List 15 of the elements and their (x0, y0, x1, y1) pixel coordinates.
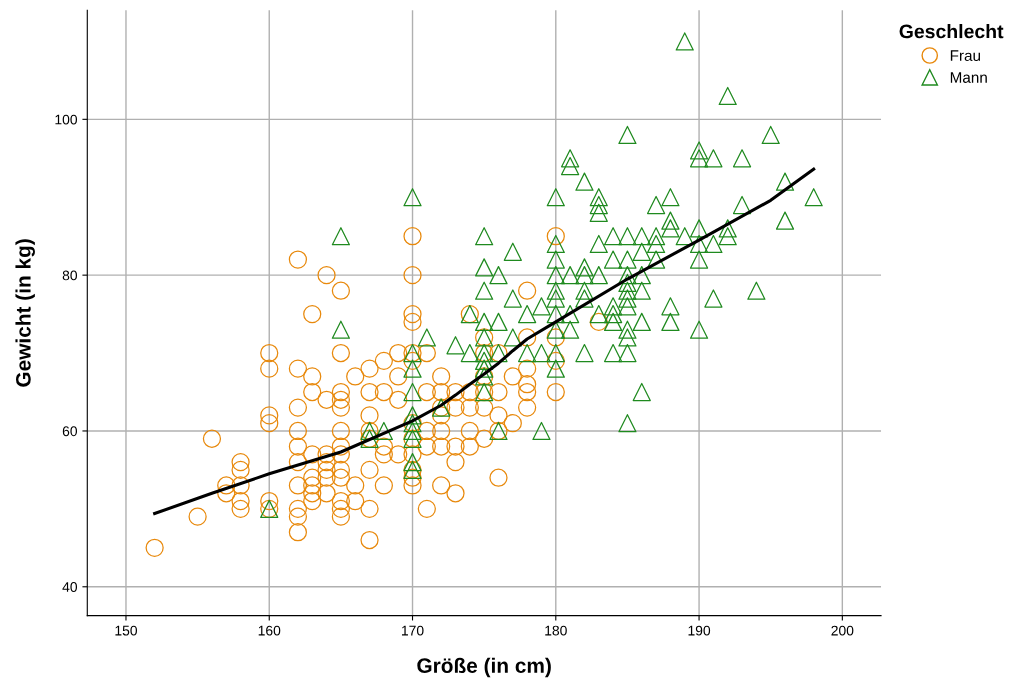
x-tick-label: 190 (688, 625, 711, 636)
y-tick-label: 80 (62, 270, 78, 281)
x-tick-label: 150 (115, 625, 138, 636)
x-tick-label: 200 (831, 625, 854, 636)
y-axis-title: Gewicht (in kg) (15, 239, 35, 387)
legend-label: Mann (950, 72, 987, 83)
x-tick-label: 160 (258, 625, 281, 636)
y-tick-label: 40 (62, 582, 78, 592)
y-tick-label: 100 (55, 114, 78, 125)
x-axis-title: Größe (in cm) (417, 657, 551, 678)
legend-label: Frau (950, 50, 981, 61)
legend-title: Geschlecht (899, 24, 1004, 39)
x-tick-label: 180 (545, 625, 567, 636)
y-tick-label: 60 (62, 426, 78, 437)
x-tick-label: 170 (401, 625, 424, 636)
